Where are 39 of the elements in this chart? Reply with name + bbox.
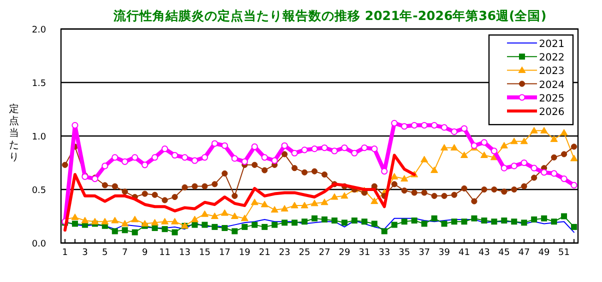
x-tick-label: 25 — [298, 248, 310, 258]
x-tick-label: 3 — [82, 248, 88, 258]
x-tick-label: 31 — [358, 248, 370, 258]
x-tick-label: 39 — [438, 248, 450, 258]
x-tick-label: 37 — [418, 248, 430, 258]
x-tick-label: 17 — [218, 248, 230, 258]
legend-label: 2023 — [539, 66, 564, 78]
legend-label: 2025 — [539, 93, 564, 104]
x-tick-label: 35 — [398, 248, 410, 258]
x-tick-label: 7 — [122, 248, 128, 258]
x-tick-label: 47 — [518, 248, 530, 258]
x-tick-label: 23 — [278, 248, 290, 258]
x-tick-label: 5 — [102, 248, 108, 258]
y-axis-title: 定点当たり — [9, 103, 19, 163]
x-tick-label: 13 — [179, 248, 190, 258]
x-tick-label: 29 — [338, 248, 350, 258]
chart-title: 流行性角結膜炎の定点当たり報告数の推移 2021年-2026年第36週(全国) — [112, 8, 546, 23]
y-tick-label: 1.5 — [32, 79, 46, 89]
x-tick-label: 33 — [378, 248, 390, 258]
x-tick-label: 49 — [538, 248, 550, 258]
x-tick-label: 45 — [498, 248, 510, 258]
legend-label: 2021 — [539, 39, 564, 50]
x-tick-label: 1 — [62, 248, 68, 258]
x-tick-label: 27 — [318, 248, 330, 258]
x-tick-label: 9 — [142, 248, 148, 258]
legend-label: 2024 — [539, 80, 564, 91]
y-tick-label: 2.0 — [32, 26, 46, 36]
legend-label: 2022 — [539, 52, 564, 64]
y-tick-label: 1.0 — [32, 132, 46, 142]
x-tick-label: 43 — [478, 248, 490, 258]
x-tick-label: 51 — [558, 248, 570, 258]
y-tick-label: 0.0 — [32, 240, 46, 250]
y-tick-label: 0.5 — [32, 186, 46, 196]
x-tick-label: 19 — [238, 248, 251, 258]
legend-label: 2026 — [539, 107, 564, 118]
x-tick-label: 11 — [159, 248, 171, 258]
x-tick-label: 15 — [198, 248, 210, 258]
x-tick-label: 21 — [258, 248, 270, 258]
x-tick-label: 41 — [458, 248, 470, 258]
